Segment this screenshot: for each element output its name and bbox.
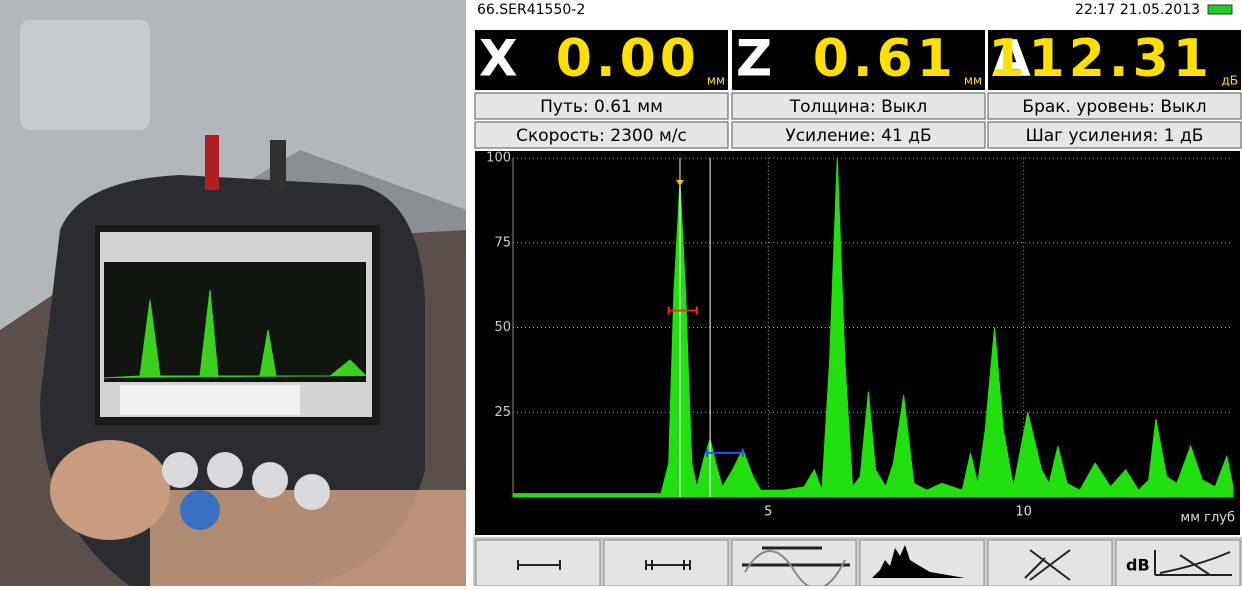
readout-value: 0.00: [556, 29, 700, 89]
readout-value: 112.31: [988, 29, 1213, 89]
info-text: Брак. уровень: Выкл: [1022, 97, 1206, 117]
battery: [1208, 5, 1232, 14]
x-tick-label: 5: [764, 505, 772, 520]
file-name: 66.SER41550-2: [477, 2, 585, 18]
info-text: Шаг усиления: 1 дБ: [1026, 126, 1204, 146]
date-time: 22:17 21.05.2013: [1075, 2, 1200, 18]
readout-unit: мм: [964, 74, 982, 88]
y-tick-label: 75: [494, 235, 511, 250]
info-text: Усиление: 41 дБ: [785, 126, 931, 146]
x-tick-label: 10: [1015, 505, 1032, 520]
svg-text:dB: dB: [1126, 556, 1150, 575]
y-tick-label: 25: [494, 405, 511, 420]
info-text: Скорость: 2300 м/с: [516, 126, 687, 146]
readout-value: 0.61: [813, 29, 957, 89]
tool-button[interactable]: [860, 540, 984, 586]
info-text: Путь: 0.61 мм: [540, 97, 663, 117]
y-tick-label: 100: [486, 151, 511, 166]
tool-button[interactable]: [604, 540, 728, 586]
readout-unit: мм: [707, 74, 725, 88]
y-tick-label: 50: [494, 320, 511, 335]
device-photo: [0, 0, 466, 586]
readout-letter: Z: [736, 30, 772, 88]
tool-button[interactable]: [988, 540, 1112, 586]
toolbar: dB: [473, 537, 1242, 586]
readout-letter: X: [479, 30, 518, 88]
readout-unit: дБ: [1221, 74, 1238, 88]
x-axis-label: мм глуб: [1180, 511, 1235, 526]
page: 66.SER41550-2 22:17 21.05.2013 X 0.00 мм Z0…: [0, 0, 1242, 586]
tool-button[interactable]: [476, 540, 600, 586]
info-text: Толщина: Выкл: [789, 97, 928, 117]
